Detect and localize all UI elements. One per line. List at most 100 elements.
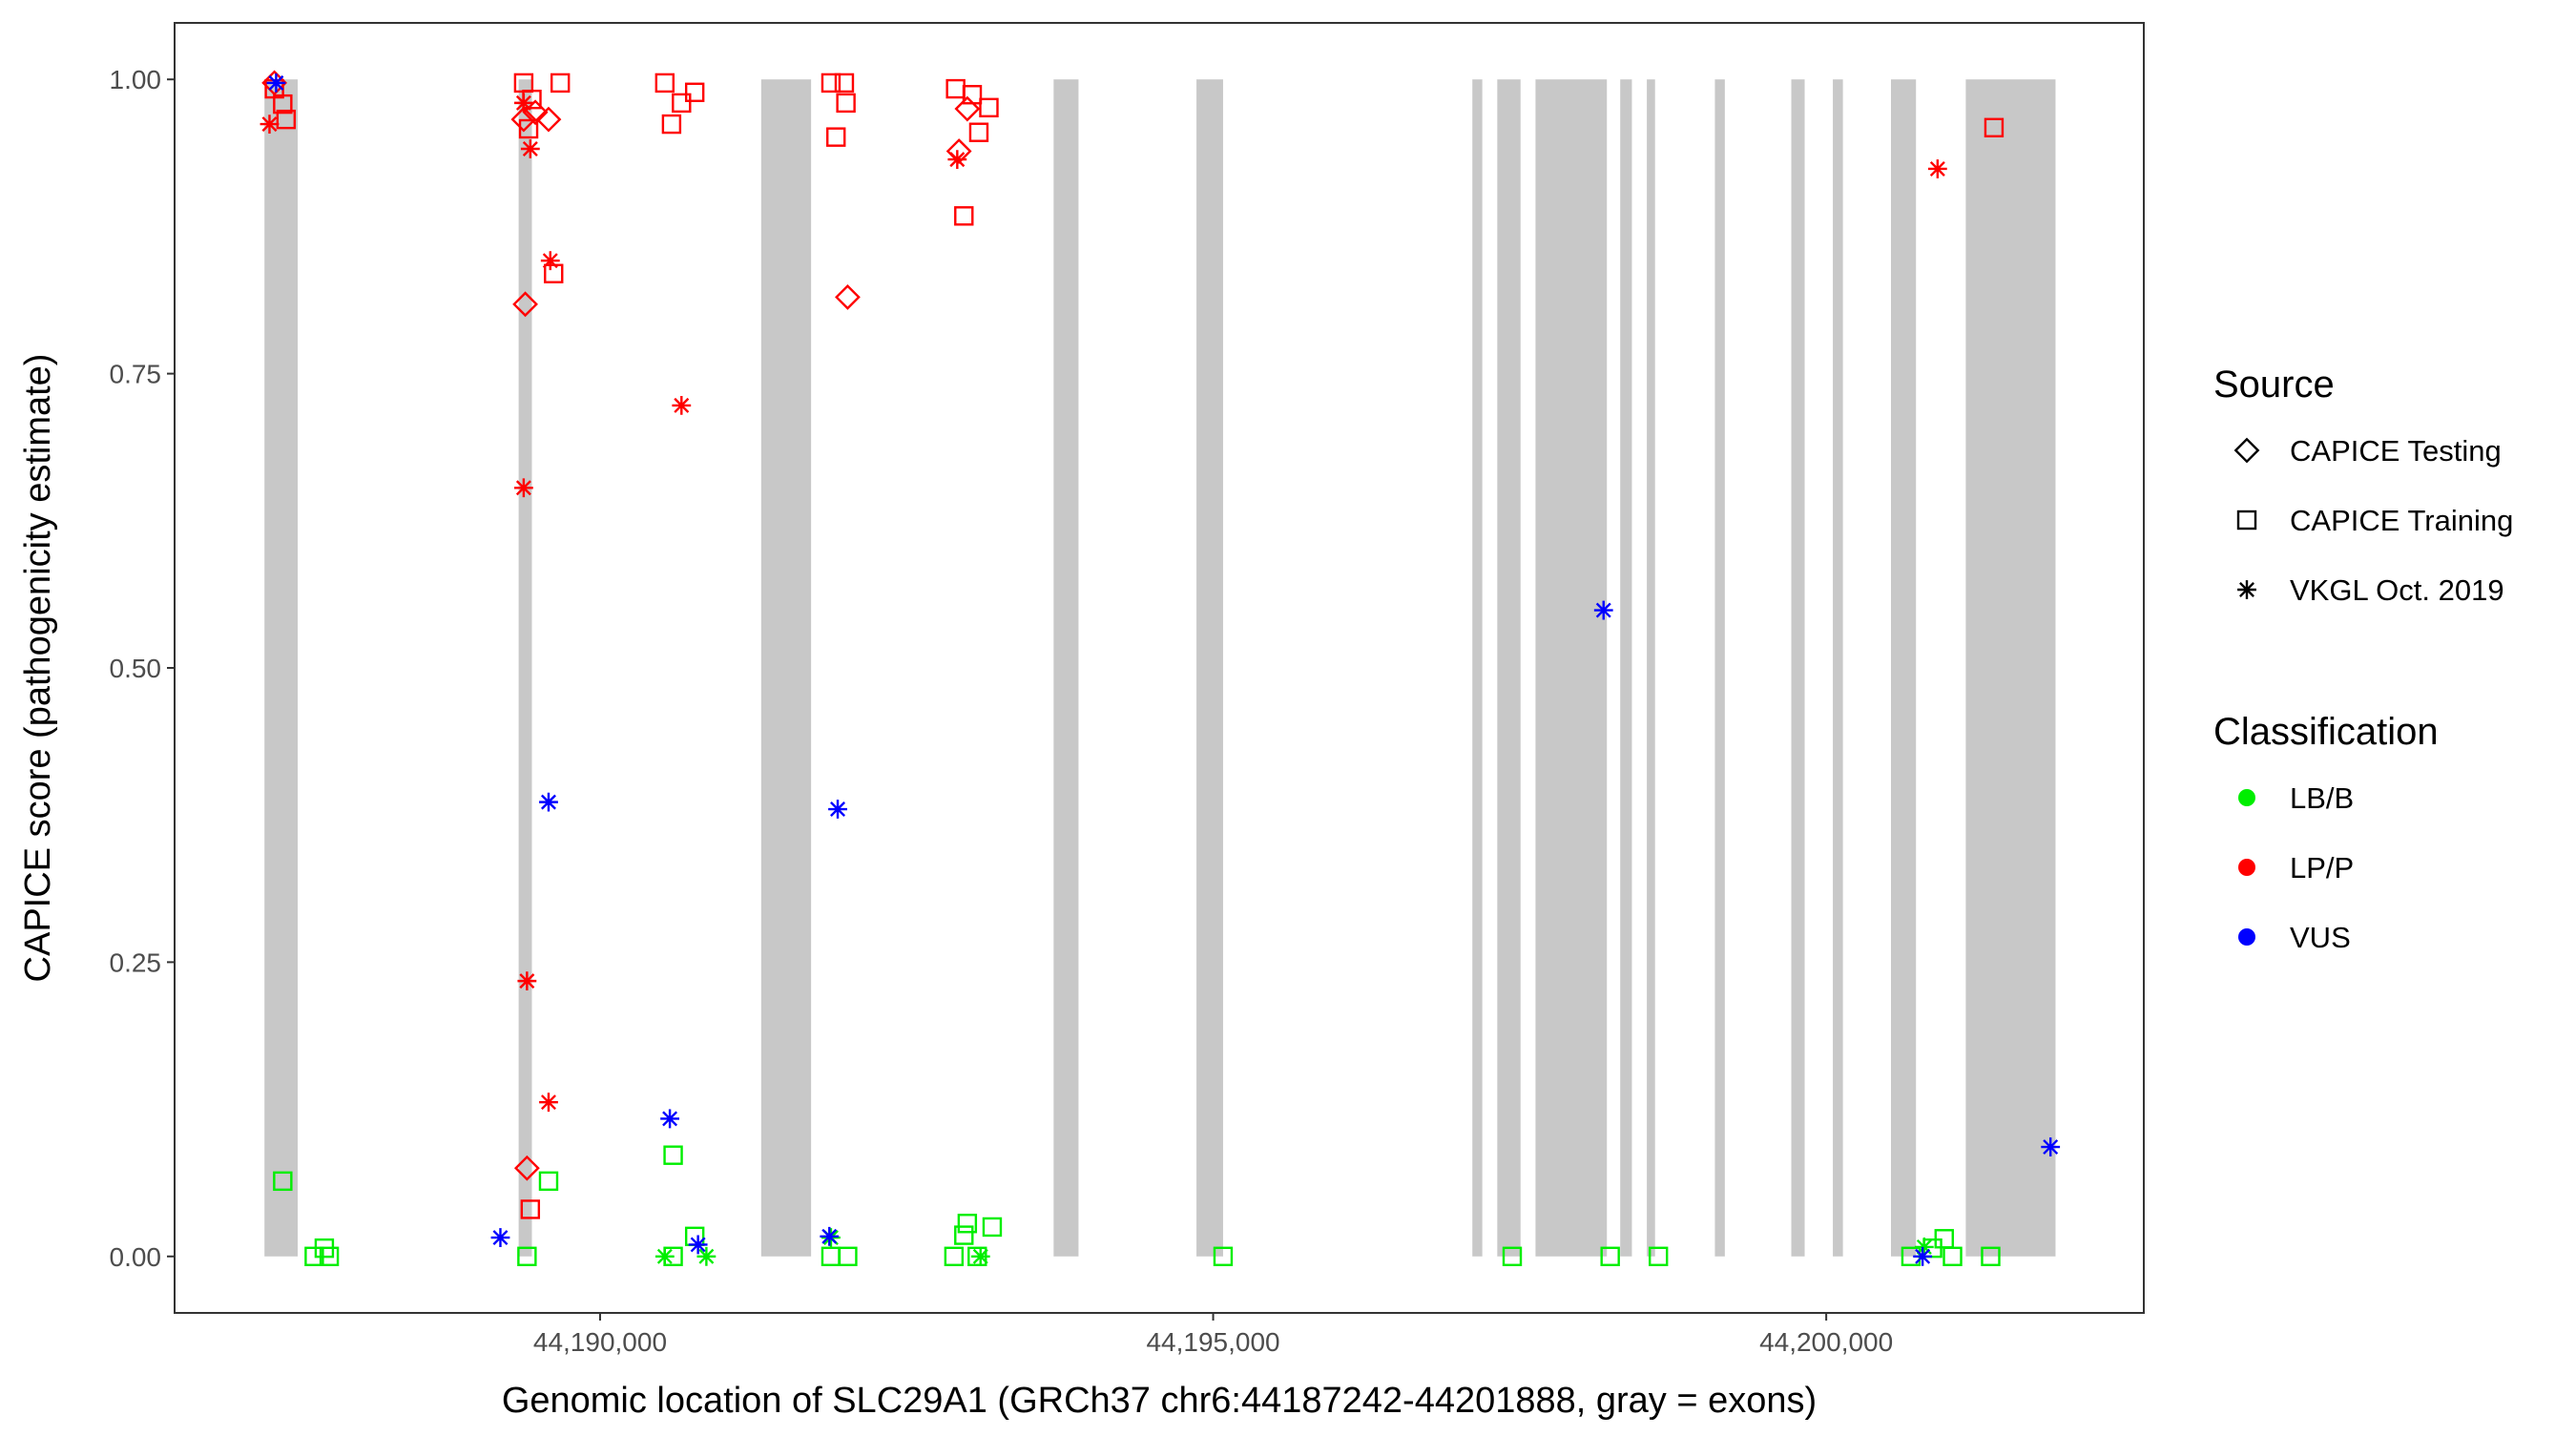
point <box>517 1246 537 1266</box>
exon <box>1497 79 1521 1257</box>
point <box>661 114 682 135</box>
exon <box>1647 79 1655 1257</box>
point <box>835 284 861 310</box>
point <box>1502 1246 1523 1266</box>
point <box>520 139 540 158</box>
point <box>539 792 558 812</box>
point <box>517 971 537 991</box>
point <box>1213 1246 1234 1266</box>
point <box>1648 1246 1669 1266</box>
point <box>944 1246 965 1266</box>
point <box>1984 117 2005 137</box>
point <box>260 114 280 134</box>
point <box>828 800 847 819</box>
exon <box>1472 79 1483 1257</box>
legend-title: Classification <box>2213 711 2439 753</box>
point <box>820 1226 840 1246</box>
point <box>688 1235 708 1255</box>
point <box>273 94 293 114</box>
point <box>663 1145 683 1165</box>
point <box>654 73 675 94</box>
x-tick-label: 44,190,000 <box>533 1327 667 1357</box>
point <box>982 1217 1003 1238</box>
legend-key <box>2238 928 2255 946</box>
legend-key <box>2238 789 2255 806</box>
point <box>970 1246 990 1266</box>
point <box>954 95 981 122</box>
point <box>957 1214 978 1234</box>
legend-label: CAPICE Training <box>2290 504 2513 537</box>
point <box>672 396 692 415</box>
legend-label: LB/B <box>2290 781 2354 815</box>
x-axis-title: Genomic location of SLC29A1 (GRCh37 chr6… <box>502 1381 1817 1421</box>
point <box>654 1246 675 1266</box>
y-tick-label: 0.25 <box>110 947 162 977</box>
exon <box>1620 79 1632 1257</box>
exon <box>1196 79 1223 1257</box>
y-tick-label: 1.00 <box>110 65 162 94</box>
exon <box>264 79 299 1257</box>
point <box>1913 1246 1933 1266</box>
panel-border <box>174 22 2145 1314</box>
y-tick-label: 0.00 <box>110 1242 162 1272</box>
point <box>947 150 967 169</box>
exon <box>1714 79 1725 1257</box>
point <box>539 1093 558 1113</box>
point <box>1600 1246 1620 1266</box>
point <box>1981 1246 2001 1266</box>
exon <box>518 79 532 1257</box>
point <box>684 82 705 102</box>
point <box>520 1199 541 1219</box>
x-tick-label: 44,200,000 <box>1759 1327 1893 1357</box>
point <box>2041 1137 2061 1156</box>
point <box>276 109 297 130</box>
exon <box>1535 79 1608 1257</box>
point <box>518 118 539 139</box>
point <box>550 73 571 94</box>
legend-label: VKGL Oct. 2019 <box>2290 573 2504 607</box>
point <box>660 1109 679 1129</box>
point <box>954 206 974 226</box>
legend-key <box>2237 580 2256 599</box>
point <box>513 1155 540 1181</box>
exon <box>1053 79 1079 1257</box>
point <box>1914 1238 1934 1257</box>
point <box>954 1225 974 1245</box>
point <box>968 122 989 142</box>
point <box>838 1246 858 1266</box>
point <box>672 93 692 114</box>
point <box>696 1246 717 1266</box>
x-tick-label: 44,195,000 <box>1146 1327 1279 1357</box>
exon <box>1890 79 1917 1257</box>
point <box>826 127 846 147</box>
legend-key <box>2238 859 2255 876</box>
point <box>1942 1246 1963 1266</box>
exon <box>1791 79 1805 1257</box>
point <box>319 1246 340 1266</box>
point <box>266 73 286 93</box>
point <box>538 1171 559 1192</box>
legend-key <box>2236 510 2257 531</box>
legend-label: LP/P <box>2290 851 2354 884</box>
y-axis-title: CAPICE score (pathogenicity estimate) <box>18 354 58 983</box>
legend-label: VUS <box>2290 921 2351 954</box>
point <box>513 478 533 498</box>
point <box>1593 600 1613 620</box>
point <box>510 106 537 133</box>
point <box>535 106 562 133</box>
point <box>979 97 999 118</box>
point <box>273 1171 293 1192</box>
point <box>490 1228 510 1247</box>
point <box>540 251 560 271</box>
y-tick-label: 0.50 <box>110 654 162 683</box>
point <box>834 73 855 94</box>
legend-key <box>2233 437 2260 464</box>
point <box>513 93 533 113</box>
point <box>821 73 841 94</box>
point <box>1927 159 1947 178</box>
exon <box>760 79 812 1257</box>
legend-label: CAPICE Testing <box>2290 434 2502 468</box>
